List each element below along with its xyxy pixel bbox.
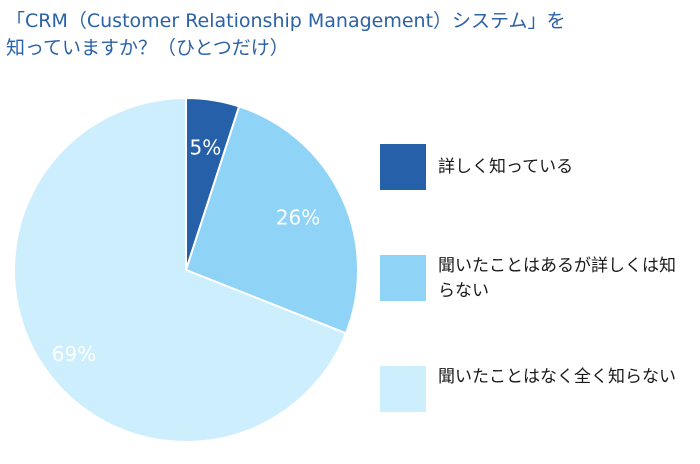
legend-label-know-well: 詳しく知っている: [438, 157, 574, 177]
legend-swatch-heard-not-detail: [380, 255, 426, 301]
legend-swatch-never-heard: [380, 366, 426, 412]
chart-title-line-1: 「CRM（Customer Relationship Management）シス…: [6, 10, 566, 32]
slice-never-heard: [13, 96, 348, 443]
slice-heard-not-detail: [184, 105, 359, 335]
slice-label-know-well: 5%: [190, 136, 222, 160]
legend-swatch-know-well: [380, 144, 426, 190]
chart-title-line-2: 知っていますか？（ひとつだけ）: [6, 37, 289, 59]
chart-title: 「CRM（Customer Relationship Management）シス…: [6, 8, 696, 62]
legend-label-never-heard: 聞いたことはなく全く知らない: [438, 367, 676, 387]
legend-label-heard-not-detail: 聞いたことはあるが詳しくは知らない: [438, 256, 676, 301]
slice-label-heard-not-detail: 26%: [276, 205, 320, 229]
slice-label-never-heard: 69%: [52, 342, 96, 366]
